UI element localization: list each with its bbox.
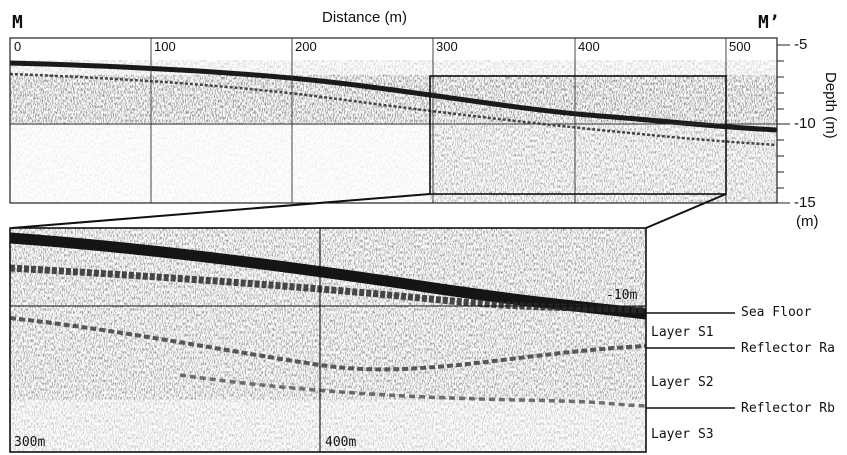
top-profile-panel (9, 37, 790, 204)
x-tick-label-500: 500 (729, 39, 751, 54)
depth-tick-label-15: -15 (794, 194, 816, 211)
zoom-selection-box (429, 75, 727, 195)
x-tick-label-100: 100 (154, 39, 176, 54)
x-tick-label-200: 200 (295, 39, 317, 54)
depth-axis-ticks (777, 44, 790, 204)
zoom-connector-lines (11, 193, 727, 229)
label-layer-s2: Layer S2 (651, 375, 714, 390)
zoom-panel-grid (10, 228, 646, 452)
x-tick-label-400: 400 (578, 39, 600, 54)
label-layer-s3: Layer S3 (651, 427, 714, 442)
depth-axis-title: Depth (m) (822, 72, 839, 139)
zoom-depth-label: -10m (606, 288, 638, 303)
depth-tick-label-10: -10 (794, 115, 816, 132)
label-sea-floor: Sea Floor (741, 305, 812, 320)
zoom-panel-frame (9, 227, 647, 453)
connector-right (645, 193, 727, 229)
label-reflector-rb: Reflector Rb (741, 401, 835, 416)
top-panel-frame (9, 37, 778, 204)
label-reflector-ra: Reflector Ra (741, 341, 835, 356)
depth-unit-note: (m) (796, 213, 819, 230)
connector-left (11, 193, 431, 229)
x-tick-label-0: 0 (14, 39, 22, 54)
zoom-profile-panel (9, 227, 647, 453)
top-clear-water-left (10, 125, 430, 203)
zoom-subbottom-band (10, 264, 646, 314)
top-seafloor-reflector (10, 60, 777, 133)
depth-tick-label-5: -5 (794, 36, 808, 53)
x-tick-label-300: 300 (436, 39, 458, 54)
zoom-speckle (10, 228, 646, 452)
top-subbottom-band (10, 72, 777, 147)
left-marker: M (12, 12, 23, 33)
reflector-ra-trace (10, 316, 646, 372)
zoom-lower-fade (10, 400, 646, 452)
zoom-distance-label-400m: 400m (325, 435, 357, 450)
label-layer-s1: Layer S1 (651, 325, 714, 340)
reflector-rb-trace (179, 373, 646, 408)
zoom-distance-label-300m: 300m (14, 435, 46, 450)
interpretation-leaders (646, 312, 735, 409)
right-marker: M’ (758, 12, 780, 33)
x-axis-title: Distance (m) (322, 9, 408, 26)
